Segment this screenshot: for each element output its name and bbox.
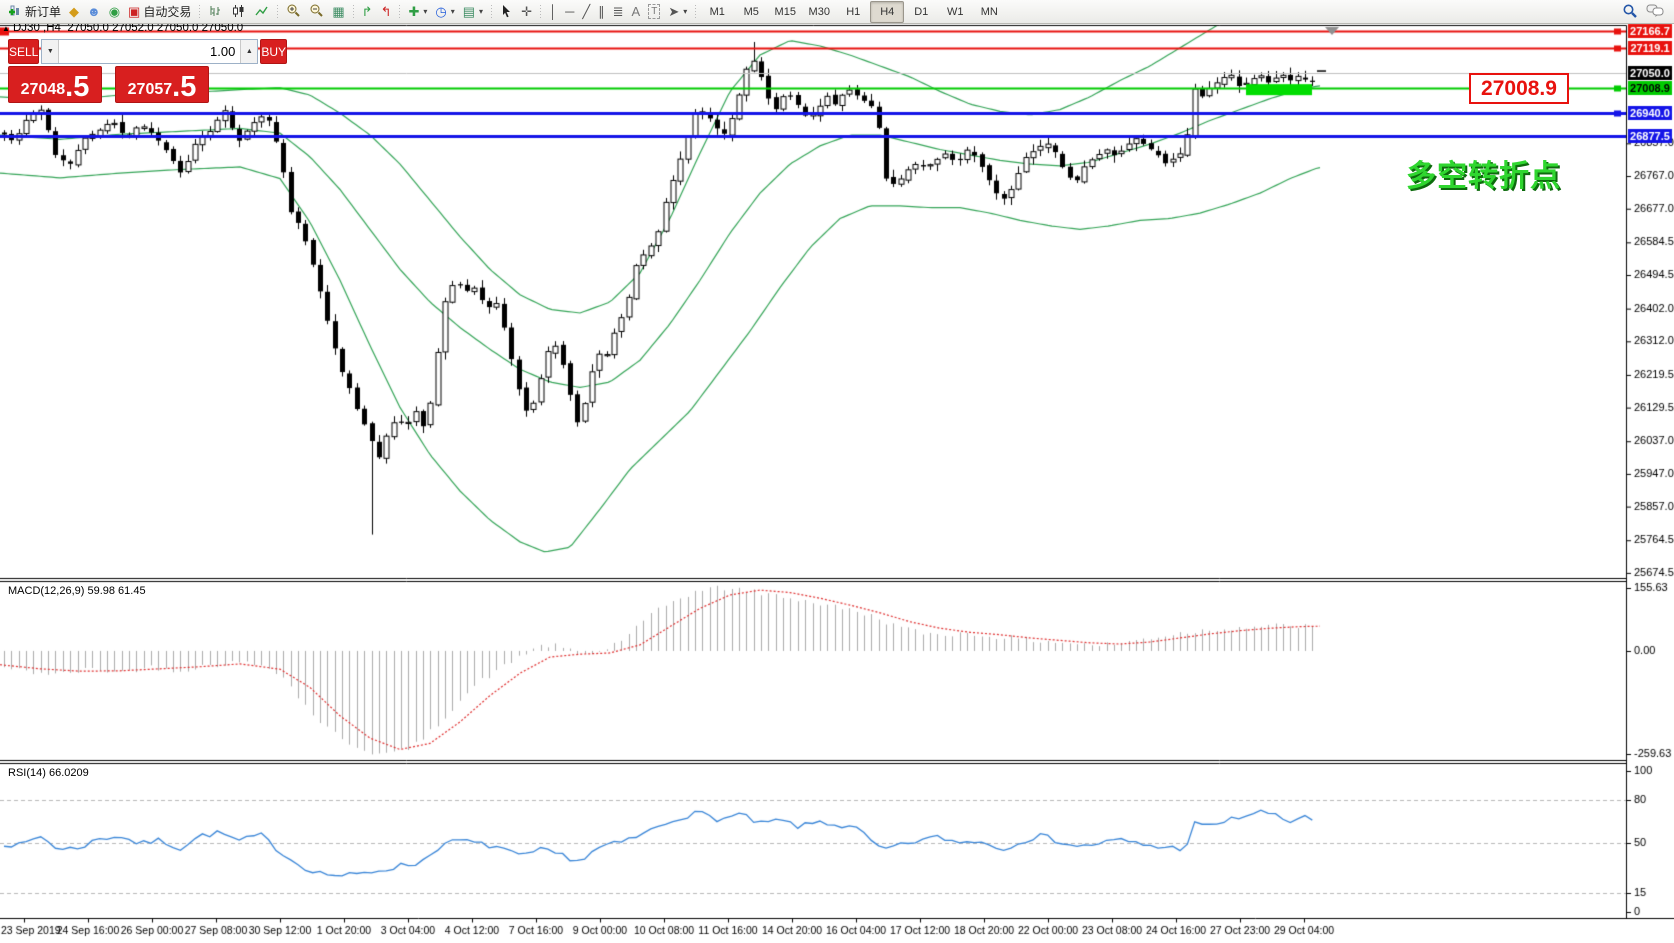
macd-indicator-label: MACD(12,26,9) 59.98 61.45 <box>8 585 146 597</box>
auto-scroll-button[interactable]: ↱ <box>358 2 377 22</box>
timeframe-m30[interactable]: M30 <box>808 5 830 18</box>
channel-tool[interactable]: ∥ <box>594 2 609 22</box>
one-click-trading-panel: SELL ▼ ▲ BUY 27048.5 27057.5 <box>8 39 288 103</box>
people-icon: ☻ <box>87 4 101 19</box>
periods-button[interactable]: ◷ ▾ <box>431 2 458 22</box>
toolbar: 新订单 ◆ ☻ ◉ ▣ 自动交易 ▦ ↱ ↰ ✚ ▾ ◷ ▾ ▤ ▾ ✛ │ ─… <box>0 0 1674 24</box>
chevron-down-icon: ▾ <box>450 7 455 16</box>
chart-shift-button[interactable]: ↰ <box>377 2 396 22</box>
chevron-down-icon: ▾ <box>683 7 688 16</box>
toolbar-separator <box>692 2 700 21</box>
add-indicator-icon: ✚ <box>408 4 420 19</box>
candlestick-chart-icon <box>231 4 246 20</box>
cursor-icon <box>500 4 513 20</box>
templates-button[interactable]: ▤ ▾ <box>459 2 487 22</box>
bar-chart-button[interactable] <box>204 2 227 22</box>
timeframe-mn[interactable]: MN <box>980 5 998 18</box>
auto-trading-button[interactable]: ▣ 自动交易 <box>124 2 195 22</box>
cursor-button[interactable] <box>496 2 517 22</box>
search-icon <box>1622 3 1638 21</box>
timeframe-h1[interactable]: H1 <box>846 5 861 18</box>
chat-icon <box>1646 3 1664 20</box>
timeframe-w1[interactable]: W1 <box>947 5 964 18</box>
toolbar-separator <box>196 2 204 21</box>
chart-shift-icon: ↰ <box>380 4 392 19</box>
crosshair-button[interactable]: ✛ <box>517 2 536 22</box>
buy-button[interactable]: BUY <box>260 39 288 64</box>
signals-button[interactable]: ◉ <box>105 2 124 22</box>
signal-icon: ◉ <box>108 4 121 19</box>
zoom-out-button[interactable] <box>305 2 328 22</box>
timeframe-m5[interactable]: M5 <box>743 5 759 18</box>
line-chart-button[interactable] <box>250 2 273 22</box>
text-icon: A <box>631 4 641 19</box>
volume-input[interactable] <box>59 40 241 63</box>
sell-button[interactable]: SELL <box>8 39 40 64</box>
toolbar-separator <box>349 2 357 21</box>
vertical-line-tool[interactable]: │ <box>545 2 561 22</box>
horizontal-line-tool[interactable]: ─ <box>561 2 578 22</box>
zoom-out-icon <box>309 3 324 20</box>
chevron-down-icon: ▾ <box>423 7 428 16</box>
text-label-icon: T <box>648 4 661 19</box>
trendline-tool[interactable]: ╱ <box>578 2 594 22</box>
toolbar-separator <box>488 2 496 21</box>
volume-increase-button[interactable]: ▲ <box>240 40 258 63</box>
fibonacci-icon: ≣ <box>612 4 624 19</box>
buy-price-int: 27057 <box>127 81 173 98</box>
arrows-icon: ➤ <box>668 4 680 19</box>
buy-price-dec: .5 <box>172 70 197 103</box>
timeframe-h4[interactable]: H4 <box>870 0 905 23</box>
timeframe-d1[interactable]: D1 <box>914 5 929 18</box>
text-tool[interactable]: A <box>628 2 645 22</box>
symbol-marker-icon: ▲ <box>2 24 10 33</box>
text-label-tool[interactable]: T <box>644 2 664 22</box>
auto-scroll-icon: ↱ <box>361 4 373 19</box>
new-order-button[interactable]: 新订单 <box>3 2 65 22</box>
volume-decrease-button[interactable]: ▼ <box>42 40 60 63</box>
rsi-indicator-label: RSI(14) 66.0209 <box>8 767 89 779</box>
bar-chart-icon <box>208 4 223 20</box>
add-indicator-button[interactable]: ✚ ▾ <box>404 2 431 22</box>
price-callout-annotation[interactable]: 27008.9 <box>1469 73 1569 104</box>
search-symbol-button[interactable] <box>1618 2 1642 22</box>
symbol-ohlc-info: DJ30 ,H4 27050.0 27052.0 27050.0 27050.0 <box>13 22 244 34</box>
arrows-tool[interactable]: ➤ ▾ <box>664 2 691 22</box>
toolbar-separator <box>396 2 404 21</box>
zoom-in-icon <box>286 3 301 20</box>
community-button[interactable]: ☻ <box>83 2 105 22</box>
timeframe-m1[interactable]: M1 <box>709 5 725 18</box>
timeframe-m15[interactable]: M15 <box>774 5 796 18</box>
sell-price-int: 27048 <box>20 81 66 98</box>
auto-trading-label: 自动交易 <box>143 5 192 19</box>
new-order-label: 新订单 <box>25 5 62 19</box>
toolbar-separator <box>536 2 544 21</box>
fibonacci-tool[interactable]: ≣ <box>609 2 628 22</box>
sell-price-dec: .5 <box>65 70 90 103</box>
chat-button[interactable] <box>1642 2 1668 22</box>
clear-charts-button[interactable]: ◆ <box>65 2 83 22</box>
buy-price-button[interactable]: 27057.5 <box>115 66 209 103</box>
tile-windows-icon: ▦ <box>332 4 345 19</box>
vertical-line-icon: │ <box>548 4 558 19</box>
toolbar-separator <box>274 2 282 21</box>
line-chart-icon <box>254 4 269 20</box>
new-order-icon <box>7 4 22 20</box>
candlestick-chart-button[interactable] <box>227 2 250 22</box>
template-icon: ▤ <box>462 4 476 19</box>
broom-icon: ◆ <box>69 4 80 19</box>
volume-spinner: ▼ ▲ <box>41 39 259 64</box>
zoom-in-button[interactable] <box>282 2 305 22</box>
sell-price-button[interactable]: 27048.5 <box>8 66 102 103</box>
horizontal-line-icon: ─ <box>565 4 575 19</box>
auto-trading-icon: ▣ <box>128 4 141 19</box>
crosshair-icon: ✛ <box>521 4 532 19</box>
turning-point-annotation[interactable]: 多空转折点 <box>1406 160 1561 193</box>
clock-icon: ◷ <box>435 4 447 19</box>
channel-icon: ∥ <box>598 4 605 19</box>
trendline-icon: ╱ <box>582 4 591 19</box>
chevron-down-icon: ▾ <box>479 7 484 16</box>
tile-windows-button[interactable]: ▦ <box>328 2 348 22</box>
